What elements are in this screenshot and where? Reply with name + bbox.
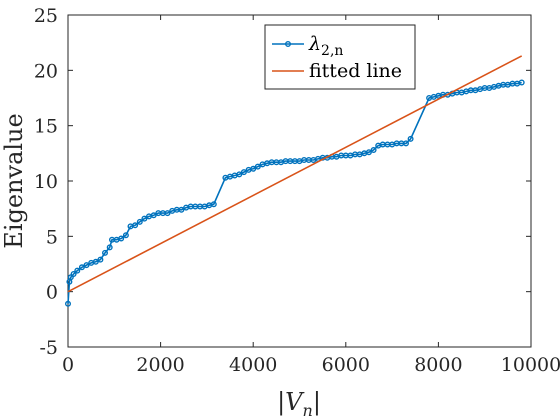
x-tick-label: 2000: [136, 354, 184, 376]
x-tick-label: 0: [62, 354, 74, 376]
legend-box: [264, 24, 416, 90]
series-line-0: [67, 81, 522, 304]
data-point: [250, 165, 257, 172]
x-tick-label: 6000: [322, 354, 370, 376]
data-point: [136, 218, 143, 225]
y-tick-label: 5: [46, 226, 58, 248]
series-layer: [64, 55, 525, 307]
data-point: [97, 256, 104, 263]
legend-label-1: fitted line: [309, 60, 402, 82]
y-tick-label: 25: [34, 5, 58, 27]
y-tick-label: 0: [46, 282, 58, 304]
data-point: [78, 264, 85, 271]
data-point: [141, 215, 148, 222]
x-axis-label: |Vn|: [277, 388, 321, 420]
data-point: [70, 271, 77, 278]
data-point: [106, 244, 113, 251]
data-point: [236, 171, 243, 178]
data-point: [150, 212, 157, 219]
y-axis-label: Eigenvalue: [0, 113, 28, 248]
svg-text:|Vn|: |Vn|: [277, 388, 321, 420]
data-point: [74, 267, 81, 274]
x-tick-label: 10000: [501, 354, 560, 376]
y-tick-label: -5: [39, 337, 58, 359]
data-point: [254, 163, 261, 170]
y-tick-label: 15: [34, 116, 58, 138]
y-axis-ticks: -5 0 5 10 15 20 25: [34, 5, 531, 359]
data-point: [92, 258, 99, 265]
data-point: [83, 262, 90, 269]
data-point: [210, 201, 217, 208]
x-axis-ticks: 0 2000 4000 6000 8000 10000: [62, 15, 560, 376]
data-point: [132, 222, 139, 229]
data-point: [122, 232, 129, 239]
data-point: [403, 140, 410, 147]
y-tick-label: 10: [34, 171, 58, 193]
legend-label-0: λ2,n: [308, 33, 343, 59]
data-point: [407, 135, 414, 142]
y-tick-label: 20: [34, 60, 58, 82]
data-point: [101, 249, 108, 256]
data-point: [240, 169, 247, 176]
data-point: [178, 206, 185, 213]
x-tick-label: 4000: [229, 354, 277, 376]
legend-marker: [285, 41, 292, 48]
series-line-1: [67, 55, 523, 293]
data-point: [365, 149, 372, 156]
data-point: [164, 210, 171, 217]
data-point: [370, 146, 377, 153]
data-point: [518, 79, 525, 86]
data-point: [118, 235, 125, 242]
x-tick-label: 8000: [414, 354, 462, 376]
data-point: [64, 300, 71, 307]
